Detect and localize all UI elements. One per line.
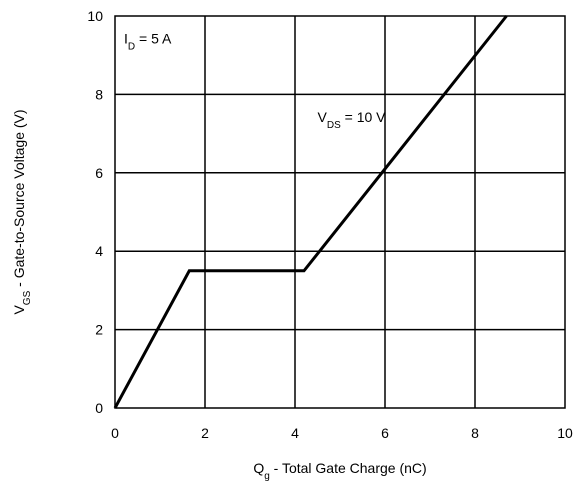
grid xyxy=(115,16,565,408)
tick-labels: 0 2 4 6 8 10 0 2 4 6 8 10 xyxy=(87,8,573,441)
annotation-id-5a: ID = 5 A xyxy=(124,30,172,52)
y-tick-label-5: 10 xyxy=(87,8,103,24)
y-tick-label-1: 2 xyxy=(95,322,103,338)
y-tick-label-2: 4 xyxy=(95,243,103,259)
y-tick-label-3: 6 xyxy=(95,165,103,181)
plot-frame xyxy=(114,15,566,409)
x-tick-label-2: 4 xyxy=(291,425,299,441)
x-tick-label-0: 0 xyxy=(111,425,119,441)
x-axis-label: Qg - Total Gate Charge (nC) xyxy=(253,460,426,481)
x-tick-label-5: 10 xyxy=(557,425,573,441)
y-tick-label-4: 8 xyxy=(95,86,103,102)
y-tick-label-0: 0 xyxy=(95,400,103,416)
annotation-vds-10v: VDS = 10 V xyxy=(318,109,387,131)
series-line-vgs xyxy=(113,15,508,409)
y-axis-label: VGS - Gate-to-Source Voltage (V) xyxy=(11,109,33,314)
x-tick-label-3: 6 xyxy=(381,425,389,441)
x-tick-label-4: 8 xyxy=(471,425,479,441)
x-tick-label-1: 2 xyxy=(201,425,209,441)
